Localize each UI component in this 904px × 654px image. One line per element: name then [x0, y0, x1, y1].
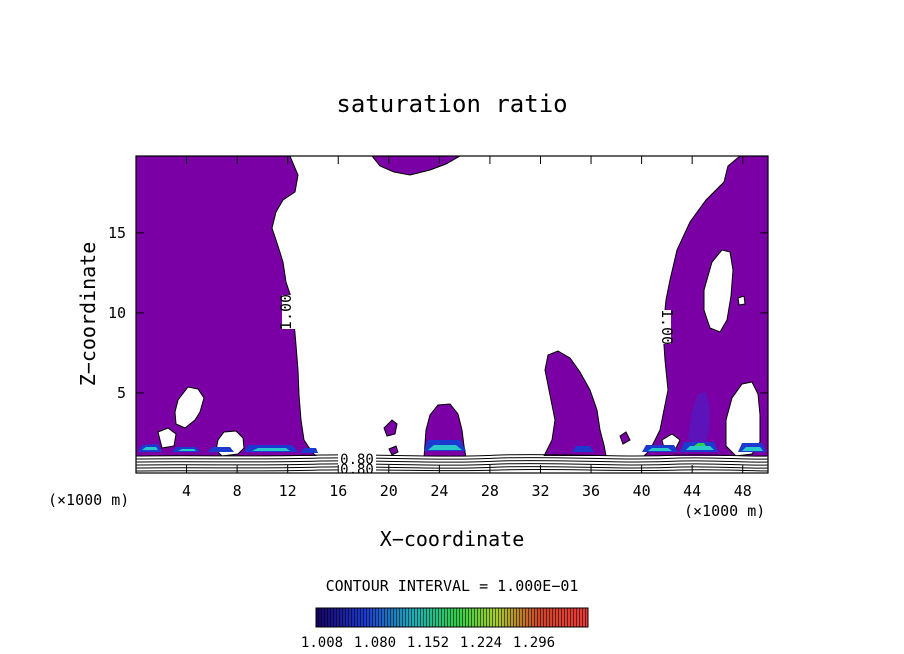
colorbar-tick-label: 1.152 [407, 635, 449, 651]
saturated-speck-1 [383, 419, 398, 437]
x-tick-label: 20 [380, 482, 398, 500]
colorbar [315, 607, 589, 628]
chart-title: saturation ratio [336, 90, 567, 118]
clear-hole-3 [157, 427, 177, 449]
clear-hole-6 [725, 381, 761, 457]
colorbar-tick-label: 1.224 [460, 635, 502, 651]
x-tick-label: 48 [734, 482, 752, 500]
x-tick-label: 28 [481, 482, 499, 500]
y-tick-label: 15 [108, 224, 126, 242]
colorbar-frame [315, 607, 589, 628]
x-tick-label: 16 [329, 482, 347, 500]
saturated-region-top [371, 156, 462, 176]
x-tick-label: 36 [582, 482, 600, 500]
clear-hole-5 [737, 295, 746, 306]
x-unit-left: (×1000 m) [48, 491, 129, 509]
saturated-region-34km [543, 350, 607, 457]
contour-label-4: 0.80 [340, 462, 374, 478]
x-tick-label: 44 [683, 482, 701, 500]
contour-label-2: 1.00 [658, 309, 676, 345]
clear-hole-1 [174, 386, 205, 429]
colorbar-stripes [316, 608, 588, 627]
saturated-speck-3 [619, 431, 631, 445]
x-tick-label: 4 [182, 482, 191, 500]
contour-label-1: 1.00 [277, 294, 295, 330]
colorbar-tick-label: 1.296 [513, 635, 555, 651]
saturated-speck-2 [388, 445, 399, 456]
colorbar-tick-label: 1.008 [301, 635, 343, 651]
y-axis-title: Z−coordinate [76, 242, 100, 387]
clear-hole-4 [703, 249, 734, 333]
deep-blue-patch-right [688, 392, 710, 448]
x-axis-title: X−coordinate [380, 527, 525, 551]
y-axis-ticks: 5 10 15 [108, 224, 768, 402]
supersaturation-lenses [138, 440, 766, 453]
colorbar-tick-label: 1.080 [354, 635, 396, 651]
x-tick-label: 40 [633, 482, 651, 500]
colorbar-tick-labels: 1.008 1.080 1.152 1.224 1.296 [301, 635, 555, 651]
x-unit-right: (×1000 m) [684, 502, 765, 520]
x-axis-ticks: 4 8 12 16 20 24 28 32 36 40 44 48 [182, 156, 752, 500]
plot-frame [135, 155, 769, 474]
x-tick-label: 32 [531, 482, 549, 500]
plot-area: 1.00 1.00 0.80 0.80 [136, 156, 768, 478]
y-tick-label: 10 [108, 304, 126, 322]
x-tick-label: 24 [430, 482, 448, 500]
y-tick-label: 5 [117, 384, 126, 402]
x-tick-label: 8 [233, 482, 242, 500]
surface-contour-lines [136, 454, 768, 472]
lower-clear-band [136, 456, 768, 473]
x-tick-label: 12 [279, 482, 297, 500]
contour-interval-label: CONTOUR INTERVAL = 1.000E−01 [326, 577, 579, 595]
